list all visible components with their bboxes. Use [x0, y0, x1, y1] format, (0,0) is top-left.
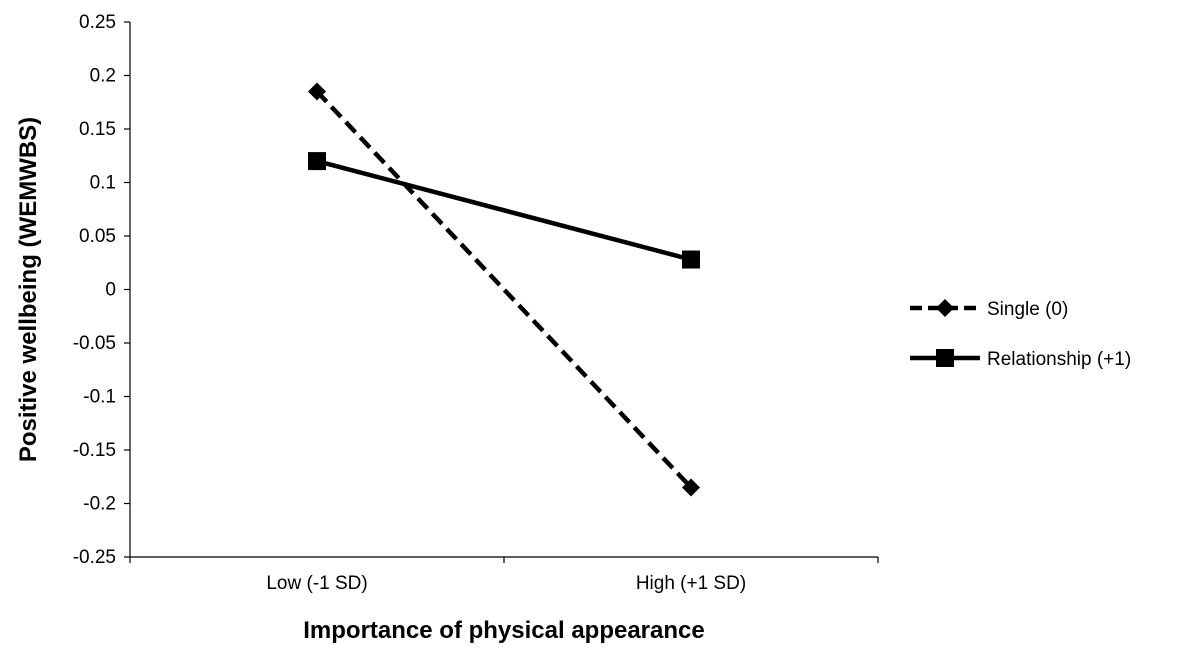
x-axis-title: Importance of physical appearance [303, 617, 704, 644]
y-tick-label: -0.25 [73, 547, 116, 568]
y-tick-label: -0.05 [73, 333, 116, 354]
y-tick-label: 0 [105, 280, 116, 301]
x-category-label: Low (-1 SD) [266, 573, 367, 594]
series-relationship [308, 152, 700, 269]
y-tick-label: 0.15 [79, 119, 116, 140]
y-tick-label: -0.1 [83, 387, 116, 408]
y-tick-label: 0.2 [90, 66, 116, 87]
data-point-diamond [308, 82, 326, 101]
y-tick-label: 0.05 [79, 226, 116, 247]
series-single [308, 82, 700, 497]
series-line [316, 158, 692, 262]
legend-item: Single (0) [910, 299, 1068, 320]
legend: Single (0) Relationship (+1) [910, 299, 1131, 370]
series-layer [308, 82, 700, 497]
y-tick-label: -0.15 [73, 440, 116, 461]
y-axis-ticks: 0.25 0.2 0.15 0.1 0.05 0 -0.05 -0.1 -0.15 -0.2 -0.… [73, 12, 130, 568]
data-point-diamond [682, 478, 700, 497]
y-tick-label: 0.1 [90, 173, 116, 194]
legend-label: Single (0) [987, 299, 1068, 320]
series-line [315, 90, 693, 489]
legend-item: Relationship (+1) [910, 349, 1131, 370]
y-tick-label: 0.25 [79, 12, 116, 33]
data-point-square [308, 152, 326, 171]
x-axis-ticks: Low (-1 SD) High (+1 SD) [129, 557, 879, 594]
y-axis-title: Positive wellbeing (WEMWBS) [15, 117, 42, 462]
x-category-label: High (+1 SD) [636, 573, 746, 594]
legend-marker [936, 299, 954, 317]
legend-label: Relationship (+1) [987, 349, 1131, 370]
y-tick-label: -0.2 [83, 494, 116, 515]
legend-marker [936, 349, 954, 367]
data-point-square [682, 250, 700, 269]
